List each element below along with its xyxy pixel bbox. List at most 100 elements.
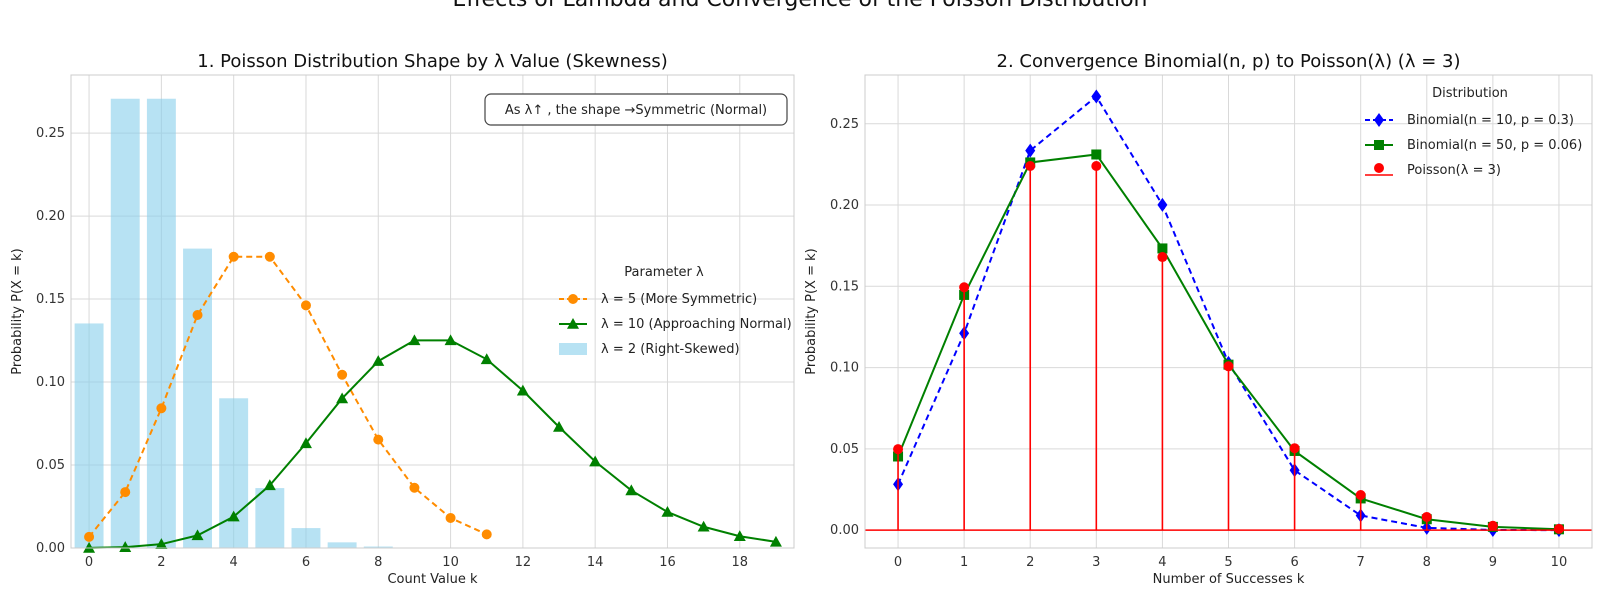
- x-tick-label: 3: [1092, 555, 1100, 570]
- data-point: [1289, 443, 1300, 454]
- x-tick-label: 5: [1224, 555, 1232, 570]
- x-tick-label: 9: [1489, 555, 1497, 570]
- legend-entry: λ = 10 (Approaching Normal): [601, 317, 792, 332]
- legend-marker: [567, 318, 579, 329]
- legend-title: Parameter λ: [624, 265, 704, 280]
- x-tick-label: 8: [1423, 555, 1431, 570]
- data-point: [1355, 490, 1366, 501]
- data-point: [337, 369, 348, 380]
- bar: [74, 323, 104, 548]
- data-point: [156, 403, 167, 414]
- legend-entry: λ = 2 (Right-Skewed): [601, 342, 740, 357]
- legend-title: Distribution: [1432, 86, 1508, 101]
- data-point: [409, 482, 420, 493]
- data-point: [733, 530, 746, 542]
- x-tick-label: 6: [302, 555, 310, 570]
- y-tick-label: 0.10: [830, 361, 859, 376]
- data-point: [228, 251, 239, 262]
- data-point: [1091, 89, 1102, 104]
- legend-entry: λ = 5 (More Symmetric): [601, 292, 757, 307]
- y-tick-label: 0.15: [830, 279, 859, 294]
- bar: [255, 488, 285, 548]
- y-tick-label: 0.05: [36, 458, 65, 473]
- data-point: [1025, 143, 1036, 158]
- data-point: [373, 434, 384, 445]
- x-tick-label: 8: [374, 555, 382, 570]
- panel-binomial-convergence: 0 1 2 3 4 5 6 7 8 9 10 0.00 0.05 0.10 0.15 0.20 0.25 Numb…: [804, 51, 1593, 587]
- figure-suptitle: Effects of Lambda and Convergence of the…: [453, 0, 1148, 12]
- chart-title: 2. Convergence Binomial(n, p) to Poisson…: [997, 51, 1461, 72]
- bar: [327, 542, 357, 548]
- x-tick-label: 18: [732, 555, 749, 570]
- data-point: [264, 251, 275, 262]
- panel-poisson-shape: 0 2 4 6 8 10 12 14 16 18 0.00 0.05 0.10 0.15 0.20 0.25 C…: [10, 51, 795, 587]
- data-point: [1223, 361, 1234, 372]
- data-point: [192, 309, 203, 320]
- legend: Parameter λ λ = 5 (More Symmetric) λ = 10 …: [559, 265, 792, 357]
- series-line: [88, 255, 488, 538]
- data-point: [155, 538, 168, 549]
- data-point: [191, 529, 204, 541]
- y-axis-label: Probability P(X = k): [804, 248, 819, 374]
- data-point: [1091, 149, 1102, 160]
- data-point: [444, 334, 457, 346]
- bar: [146, 98, 176, 549]
- x-axis-label: Count Value k: [387, 572, 478, 587]
- data-point: [661, 505, 674, 517]
- data-point: [84, 531, 95, 542]
- data-point: [408, 334, 421, 346]
- y-tick-label: 0.00: [36, 541, 65, 556]
- legend-marker: [1374, 140, 1384, 150]
- x-tick-label: 10: [1551, 555, 1568, 570]
- legend-marker: [568, 294, 578, 304]
- data-point: [959, 282, 970, 293]
- data-point: [1421, 511, 1432, 522]
- data-point: [227, 510, 240, 522]
- data-point: [120, 487, 131, 498]
- data-point: [481, 529, 492, 540]
- data-point: [625, 484, 638, 496]
- y-tick-label: 0.20: [36, 209, 65, 224]
- data-point: [445, 512, 456, 523]
- y-axis-label: Probability P(X = k): [10, 248, 25, 374]
- data-point: [372, 355, 385, 366]
- y-tick-label: 0.25: [830, 117, 859, 132]
- legend-entry: Binomial(n = 10, p = 0.3): [1407, 113, 1574, 128]
- chart-title: 1. Poisson Distribution Shape by λ Value…: [197, 51, 667, 72]
- legend-swatch: [559, 343, 587, 355]
- x-tick-label: 2: [157, 555, 165, 570]
- bar: [183, 248, 212, 548]
- data-point: [589, 455, 602, 467]
- data-point: [516, 384, 529, 396]
- data-point: [1157, 252, 1168, 263]
- legend-entry: Binomial(n = 50, p = 0.06): [1407, 138, 1582, 153]
- legend: Distribution Binomial(n = 10, p = 0.3) Bin…: [1365, 86, 1582, 178]
- data-point: [553, 421, 566, 432]
- data-point: [1487, 520, 1498, 531]
- x-tick-label: 12: [515, 555, 532, 570]
- bar: [363, 546, 393, 548]
- data-point: [1157, 197, 1168, 212]
- data-point: [336, 392, 349, 404]
- data-point: [1091, 161, 1102, 172]
- x-tick-label: 4: [1158, 555, 1166, 570]
- annotation-frame: [484, 93, 788, 126]
- data-point: [769, 535, 782, 547]
- data-point: [1553, 523, 1564, 534]
- y-tick-label: 0.20: [830, 198, 859, 213]
- legend-marker: [1374, 163, 1384, 173]
- y-tick-label: 0.15: [36, 292, 65, 307]
- x-tick-label: 4: [230, 555, 238, 570]
- data-point: [697, 520, 710, 532]
- bar: [219, 398, 249, 548]
- series-2: [83, 334, 782, 553]
- data-point: [83, 541, 96, 553]
- data-point: [893, 444, 904, 455]
- y-tick-label: 0.05: [830, 442, 859, 457]
- y-tick-label: 0.25: [36, 126, 65, 141]
- data-point: [1025, 161, 1036, 172]
- x-tick-label: 0: [894, 555, 902, 570]
- series-0: [74, 98, 466, 549]
- data-point: [480, 353, 493, 365]
